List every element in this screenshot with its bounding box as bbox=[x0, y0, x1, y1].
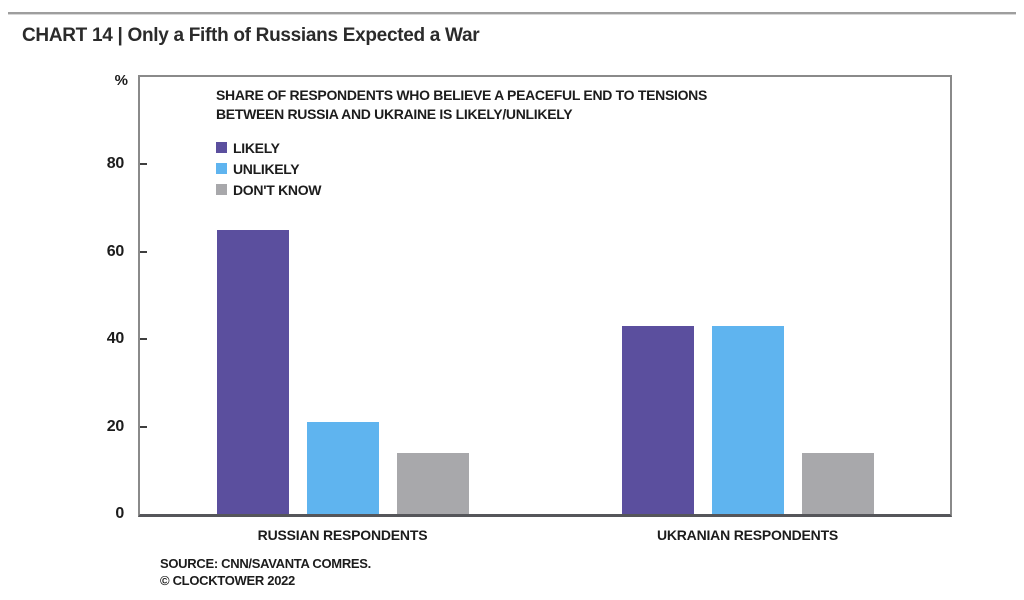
legend-items: LIKELY UNLIKELY DON'T KNOW bbox=[216, 137, 736, 200]
legend-swatch-icon bbox=[216, 142, 227, 153]
copyright-note: © CLOCKTOWER 2022 bbox=[160, 573, 295, 588]
y-axis-unit-label: % bbox=[114, 72, 128, 89]
legend-title-line-2: BETWEEN RUSSIA AND UKRAINE IS LIKELY/UNL… bbox=[216, 106, 573, 122]
top-divider-rule bbox=[8, 12, 1016, 15]
source-note: SOURCE: CNN/SAVANTA COMRES. bbox=[160, 556, 371, 571]
plot-area bbox=[138, 75, 952, 517]
legend-item-unlikely: UNLIKELY bbox=[216, 158, 736, 179]
y-tick-label-80: 80 bbox=[106, 155, 125, 173]
y-tick-label-20: 20 bbox=[106, 417, 125, 435]
category-label-russian-respondents: RUSSIAN RESPONDENTS bbox=[257, 527, 428, 543]
bar-unlikely-ukranian-respondents bbox=[711, 326, 784, 514]
footer: SOURCE: CNN/SAVANTA COMRES. © CLOCKTOWER… bbox=[160, 555, 371, 589]
legend-swatch-icon bbox=[216, 184, 227, 195]
y-tick-label-40: 40 bbox=[106, 330, 125, 348]
bar-likely-ukranian-respondents bbox=[621, 326, 694, 514]
legend-label: UNLIKELY bbox=[233, 160, 300, 177]
legend-label: DON'T KNOW bbox=[233, 181, 322, 198]
y-axis-labels: 0 20 40 60 80 bbox=[0, 77, 126, 522]
legend: SHARE OF RESPONDENTS WHO BELIEVE A PEACE… bbox=[216, 86, 736, 200]
bar-likely-russian-respondents bbox=[216, 229, 289, 514]
legend-item-likely: LIKELY bbox=[216, 137, 736, 158]
x-axis-labels: RUSSIAN RESPONDENTS UKRANIAN RESPONDENTS bbox=[140, 527, 948, 547]
category-label-ukranian-respondents: UKRANIAN RESPONDENTS bbox=[656, 527, 839, 543]
bar-unlikely-russian-respondents bbox=[306, 422, 379, 514]
legend-label: LIKELY bbox=[233, 139, 280, 156]
y-tick-mark-20 bbox=[140, 425, 147, 428]
bar-don-t-know-russian-respondents bbox=[396, 452, 469, 514]
bar-don-t-know-ukranian-respondents bbox=[801, 452, 874, 514]
legend-title-line-1: SHARE OF RESPONDENTS WHO BELIEVE A PEACE… bbox=[216, 87, 708, 103]
legend-swatch-icon bbox=[216, 163, 227, 174]
y-tick-mark-40 bbox=[140, 338, 147, 341]
y-tick-mark-80 bbox=[140, 163, 147, 166]
y-tick-label-0: 0 bbox=[115, 505, 124, 522]
y-tick-mark-60 bbox=[140, 250, 147, 253]
chart-title: CHART 14 | Only a Fifth of Russians Expe… bbox=[22, 25, 480, 46]
y-tick-label-60: 60 bbox=[106, 242, 125, 260]
legend-item-don-t-know: DON'T KNOW bbox=[216, 179, 736, 200]
